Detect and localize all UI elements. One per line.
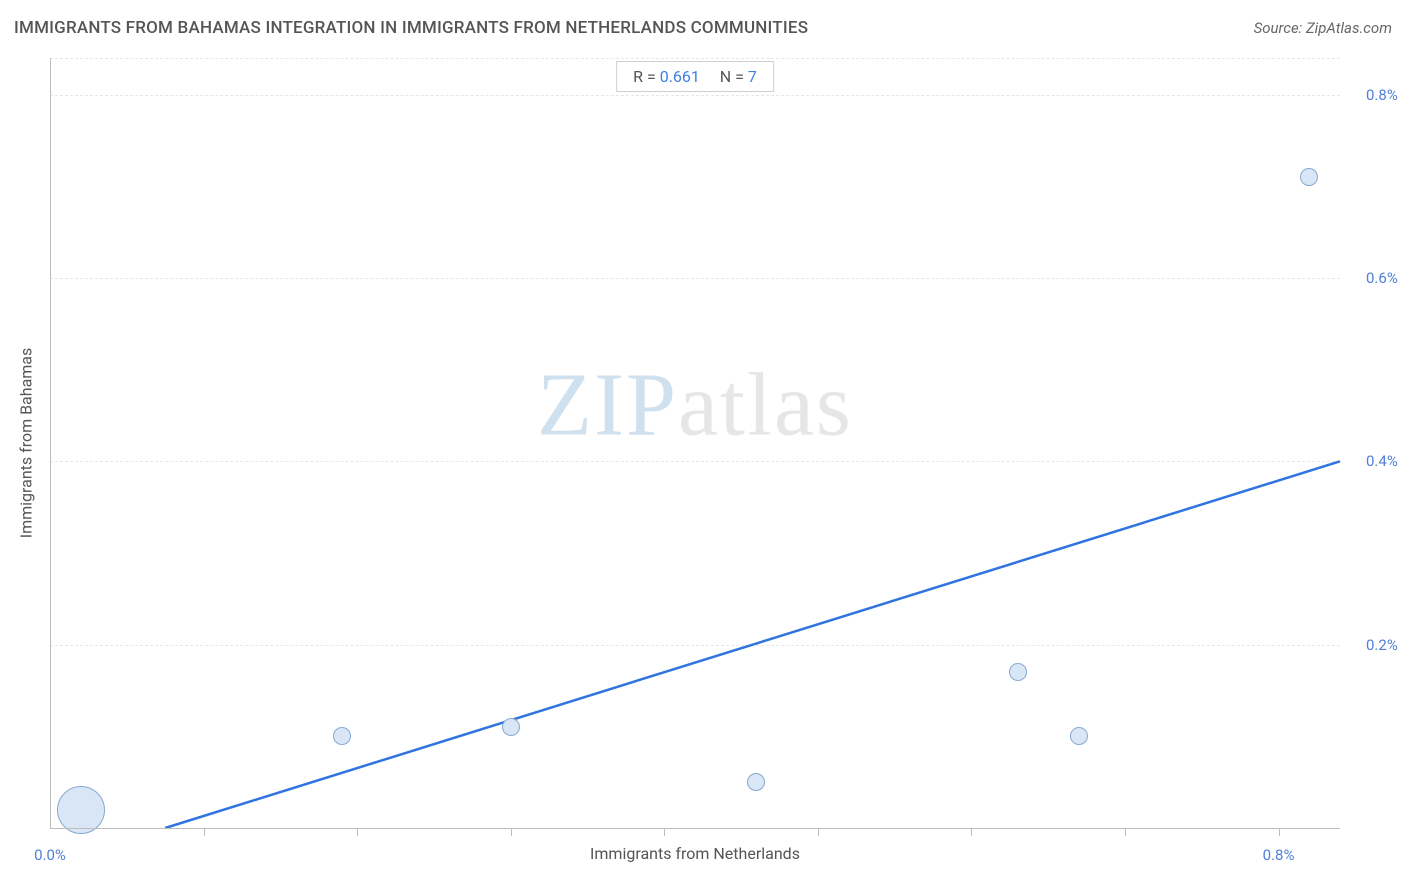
scatter-point: [1070, 727, 1088, 745]
scatter-point: [1009, 663, 1027, 681]
x-tick: [357, 828, 358, 836]
header: IMMIGRANTS FROM BAHAMAS INTEGRATION IN I…: [14, 18, 1392, 38]
scatter-point: [57, 786, 105, 834]
grid-line: [50, 461, 1340, 462]
x-tick: [1125, 828, 1126, 836]
scatter-point: [1300, 168, 1318, 186]
x-tick: [204, 828, 205, 836]
x-tick: [1279, 828, 1280, 836]
grid-line: [50, 278, 1340, 279]
grid-line: [50, 58, 1340, 59]
chart-title: IMMIGRANTS FROM BAHAMAS INTEGRATION IN I…: [14, 18, 808, 38]
x-axis-title: Immigrants from Netherlands: [590, 844, 800, 863]
y-tick-label: 0.4%: [1366, 452, 1398, 470]
n-label: N =: [720, 67, 748, 86]
x-tick: [818, 828, 819, 836]
x-axis-line: [50, 828, 1340, 829]
y-tick-label: 0.6%: [1366, 269, 1398, 287]
y-axis-line: [50, 58, 51, 828]
x-tick: [664, 828, 665, 836]
r-value: 0.661: [660, 67, 700, 86]
scatter-point: [502, 718, 520, 736]
x-tick: [971, 828, 972, 836]
watermark: ZIPatlas: [537, 353, 853, 456]
y-tick-label: 0.8%: [1366, 86, 1398, 104]
trend-line: [50, 58, 1340, 828]
watermark-part2: atlas: [678, 355, 853, 454]
x-tick-label: 0.8%: [1263, 846, 1295, 864]
source-attribution: Source: ZipAtlas.com: [1254, 19, 1392, 37]
scatter-point: [747, 773, 765, 791]
x-tick: [511, 828, 512, 836]
grid-line: [50, 645, 1340, 646]
y-axis-title: Immigrants from Bahamas: [17, 348, 36, 539]
scatter-point: [333, 727, 351, 745]
stats-box: R = 0.661 N = 7: [616, 61, 774, 92]
watermark-part1: ZIP: [537, 355, 678, 454]
n-value: 7: [748, 67, 757, 86]
r-label: R =: [633, 67, 660, 86]
scatter-chart: ZIPatlas Immigrants from Bahamas Immigra…: [50, 58, 1340, 828]
x-tick-label: 0.0%: [34, 846, 66, 864]
y-tick-label: 0.2%: [1366, 636, 1398, 654]
grid-line: [50, 95, 1340, 96]
